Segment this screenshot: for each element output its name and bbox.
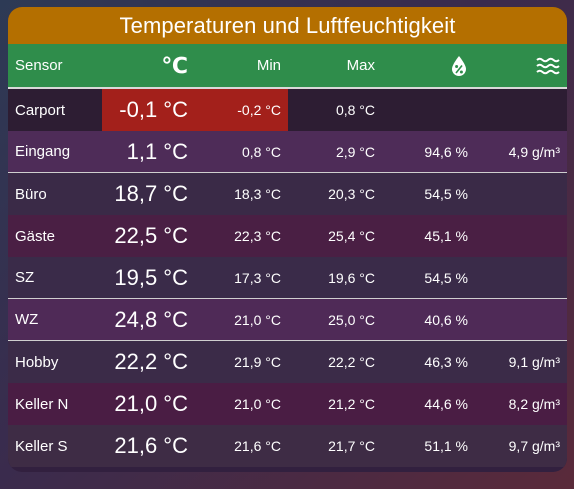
min-value: 21,6 °C (234, 438, 281, 454)
sensor-card: Temperaturen und Luftfeuchtigkeit Sensor… (8, 7, 567, 472)
table-row: Eingang 1,1 °C 0,8 °C 2,9 °C 94,6 % 4,9 g/m³ (8, 131, 567, 173)
temperature-value: 19,5 °C (114, 264, 188, 290)
humidity-value: 94,6 % (424, 143, 468, 160)
table-row: Büro 18,7 °C 18,3 °C 20,3 °C 54,5 % (8, 173, 567, 215)
absolute-humidity-value (478, 89, 560, 131)
column-sensor: Sensor (15, 57, 63, 74)
table-row: WZ 24,8 °C 21,0 °C 25,0 °C 40,6 % (8, 299, 567, 341)
max-value: 22,2 °C (328, 354, 375, 370)
humidity-value: 46,3 % (424, 354, 468, 370)
sensor-name: Keller N (15, 395, 69, 413)
humidity-value: 54,5 % (424, 269, 468, 286)
min-value: 21,9 °C (234, 354, 281, 370)
min-value: 22,3 °C (234, 228, 281, 244)
max-value: 0,8 °C (335, 102, 375, 118)
max-value: 20,3 °C (328, 186, 375, 202)
table-row: Keller N 21,0 °C 21,0 °C 21,2 °C 44,6 % 8,2 g… (8, 383, 567, 425)
table-row: Hobby 22,2 °C 21,9 °C 22,2 °C 46,3 % 9,1 g/m³ (8, 341, 567, 383)
temperature-value: 22,2 °C (114, 349, 188, 374)
absolute-humidity-value (478, 257, 560, 298)
absolute-humidity-value (478, 215, 560, 257)
temperature-value: 22,5 °C (114, 223, 188, 248)
min-value: 18,3 °C (234, 186, 281, 202)
absolute-humidity-value: 8,2 g/m³ (508, 396, 560, 412)
max-value: 25,0 °C (328, 311, 375, 328)
absolute-humidity-value: 9,7 g/m³ (508, 438, 560, 454)
column-min: Min (256, 57, 281, 74)
column-max: Max (346, 57, 375, 74)
table-row: Carport -0,1 °C -0,2 °C 0,8 °C (8, 89, 567, 131)
min-value: 21,0 °C (234, 311, 281, 328)
max-value: 21,2 °C (328, 396, 375, 412)
sensor-name: Büro (15, 185, 47, 203)
min-value: 0,8 °C (241, 143, 281, 160)
water-waves-icon (478, 44, 560, 87)
max-value: 21,7 °C (328, 438, 375, 454)
temperature-value: 24,8 °C (114, 306, 188, 332)
temperature-value: 18,7 °C (114, 181, 188, 206)
min-value: 17,3 °C (234, 269, 281, 286)
humidity-value: 51,1 % (424, 438, 468, 454)
humidity-value: 45,1 % (424, 228, 468, 244)
sensor-name: Hobby (15, 353, 59, 371)
water-drop-percent-icon (388, 44, 468, 87)
min-value: 21,0 °C (234, 396, 281, 412)
table-header: Sensor ℃ Min Max (8, 44, 567, 89)
min-value: -0,2 °C (194, 89, 288, 131)
sensor-name: Keller S (15, 437, 68, 455)
column-temperature: ℃ (161, 52, 188, 78)
absolute-humidity-value (478, 173, 560, 215)
sensor-name: WZ (15, 311, 39, 328)
sensor-name: SZ (15, 269, 35, 286)
table-row: Keller S 21,6 °C 21,6 °C 21,7 °C 51,1 % 9,7 g… (8, 425, 567, 467)
table-row: SZ 19,5 °C 17,3 °C 19,6 °C 54,5 % (8, 257, 567, 299)
sensor-name: Eingang (15, 143, 71, 160)
max-value: 25,4 °C (328, 228, 375, 244)
sensor-name: Gäste (15, 227, 56, 245)
temperature-value: 21,6 °C (114, 433, 188, 458)
humidity-value (388, 89, 468, 131)
table-row: Gäste 22,5 °C 22,3 °C 25,4 °C 45,1 % (8, 215, 567, 257)
temperature-value: 21,0 °C (114, 391, 188, 416)
absolute-humidity-value (478, 299, 560, 340)
card-title: Temperaturen und Luftfeuchtigkeit (8, 7, 567, 44)
humidity-value: 54,5 % (424, 186, 468, 202)
humidity-value: 44,6 % (424, 396, 468, 412)
sensor-name: Carport (15, 101, 66, 119)
max-value: 19,6 °C (328, 269, 375, 286)
absolute-humidity-value: 9,1 g/m³ (508, 354, 560, 370)
humidity-value: 40,6 % (424, 311, 468, 328)
absolute-humidity-value: 4,9 g/m³ (508, 143, 560, 160)
table-body: Carport -0,1 °C -0,2 °C 0,8 °C Eingang 1,1 °C… (8, 89, 567, 467)
temperature-value: 1,1 °C (126, 138, 188, 164)
temperature-value: -0,1 °C (102, 89, 194, 131)
max-value: 2,9 °C (335, 143, 375, 160)
